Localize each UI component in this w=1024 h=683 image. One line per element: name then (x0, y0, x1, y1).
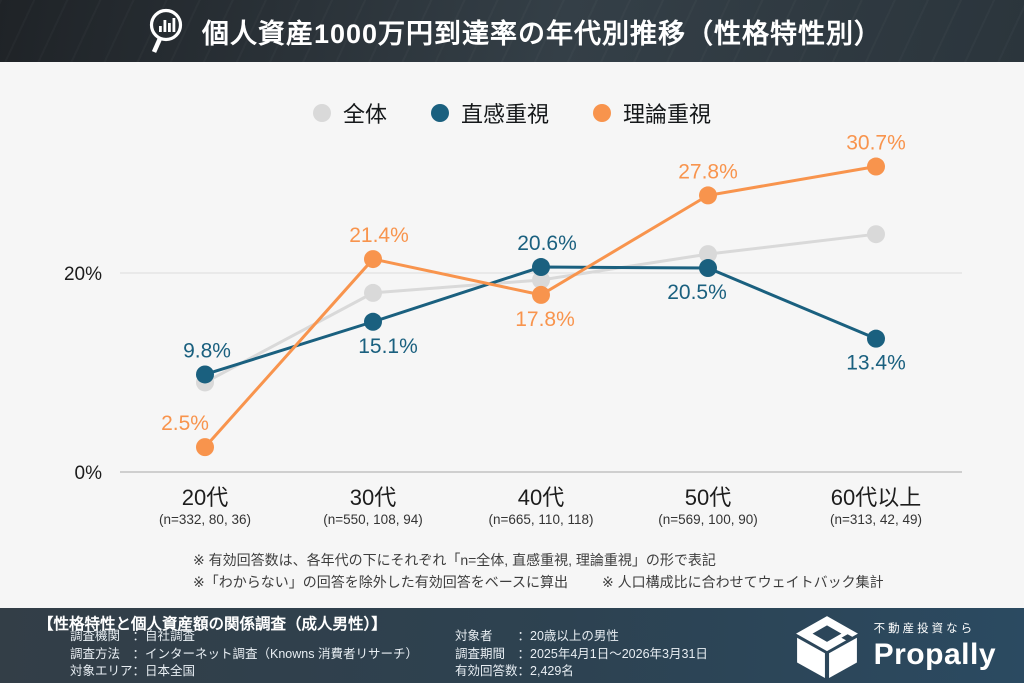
data-label: 30.7% (846, 132, 906, 155)
legend-label: 理論重視 (623, 102, 712, 127)
data-label: 15.1% (358, 335, 418, 358)
footer: 【性格特性と個人資産額の関係調査（成人男性）】 調査機関 ：自社調査 調査方法 … (0, 608, 1024, 683)
legend-item-riron: 理論重視 (593, 97, 711, 129)
survey-row-value: 2025年4月1日～2026年3月31日 (530, 646, 708, 661)
footnote-line2b: ※ 人口構成比に合わせてウェイトバック集計 (602, 574, 884, 590)
line-chart: 0% 20% 9.8% 15.1% 20.6% 20.5% 13.4% 2.5% 21.4% 17… (64, 132, 962, 527)
logo-tagline: 不動産投資なら (873, 622, 976, 635)
data-point-理論重視 (364, 250, 382, 269)
survey-row-label: 対象エリア： (70, 664, 146, 678)
legend-marker-riron-icon (593, 104, 611, 122)
x-tick-n-label: (n=569, 100, 90) (658, 512, 757, 527)
propally-cube-icon (795, 616, 858, 678)
data-label: 21.4% (349, 224, 409, 247)
x-tick-n-label: (n=665, 110, 118) (489, 512, 594, 527)
series-line-理論重視 (203, 165, 877, 449)
y-tick-label: 0% (75, 463, 103, 484)
survey-row: 調査期間 ：2025年4月1日～2026年3月31日 (455, 646, 708, 664)
magnifier-bar-chart-icon (149, 8, 183, 53)
survey-details-left: 調査機関 ：自社調査 調査方法 ：インターネット調査（Knowns 消費者リサー… (70, 628, 418, 681)
data-point-直感重視 (699, 259, 717, 278)
data-label: 13.4% (846, 352, 906, 375)
survey-row-label: 調査方法 ： (70, 646, 146, 661)
x-tick-label: 30代 (350, 485, 396, 510)
data-point-直感重視 (532, 258, 550, 277)
page-title: 個人資産1000万円到達率の年代別推移（性格特性別） (201, 18, 883, 49)
data-label: 2.5% (161, 412, 209, 435)
survey-row-value: 20歳以上の男性 (530, 629, 619, 643)
data-point-直感重視 (364, 312, 382, 331)
footnote-line2a: ※「わからない」の回答を除外した有効回答をベースに算出 (193, 574, 569, 590)
data-point-直感重視 (867, 329, 885, 348)
survey-row: 調査方法 ：インターネット調査（Knowns 消費者リサーチ） (70, 646, 418, 664)
legend-label: 全体 (342, 102, 387, 127)
footnotes: ※ 有効回答数は、各年代の下にそれぞれ「n=全体, 直感重視, 理論重視」の形で… (193, 549, 884, 593)
survey-row: 調査機関 ：自社調査 (70, 628, 418, 646)
survey-row-value: 2,429名 (530, 664, 574, 678)
data-label: 9.8% (183, 339, 231, 362)
survey-row-label: 対象者 ： (455, 629, 531, 643)
x-tick-label: 50代 (685, 485, 731, 510)
legend-item-chokkan: 直感重視 (430, 97, 549, 129)
survey-row: 有効回答数：2,429名 (455, 663, 708, 681)
x-tick-label: 60代以上 (831, 485, 921, 510)
x-tick-n-label: (n=313, 42, 49) (830, 512, 922, 527)
survey-row-label: 調査期間 ： (455, 646, 531, 661)
data-point-直感重視 (196, 365, 214, 384)
data-point-全体 (867, 225, 885, 244)
data-label: 20.6% (517, 232, 577, 255)
data-point-全体 (532, 270, 550, 289)
x-tick-n-label: (n=332, 80, 36) (159, 512, 251, 527)
chart-legend: 全体 直感重視 理論重視 (0, 96, 1024, 130)
propally-logo-text: 不動産投資なら Propally (874, 623, 996, 672)
footnote-line1: ※ 有効回答数は、各年代の下にそれぞれ「n=全体, 直感重視, 理論重視」の形で… (193, 552, 716, 568)
propally-logo: 不動産投資なら Propally (794, 616, 996, 678)
x-tick-label: 20代 (182, 485, 228, 510)
survey-row-label: 有効回答数： (455, 664, 531, 678)
survey-row: 対象者 ：20歳以上の男性 (455, 628, 708, 646)
data-point-全体 (699, 245, 717, 264)
survey-row: 対象エリア：日本全国 (70, 663, 418, 681)
survey-details-right: 対象者 ：20歳以上の男性 調査期間 ：2025年4月1日～2026年3月31日… (455, 628, 708, 681)
x-tick-n-label: (n=550, 108, 94) (323, 512, 422, 527)
legend-item-zentai: 全体 (312, 97, 387, 129)
survey-title: 【性格特性と個人資産額の関係調査（成人男性）】 (38, 616, 387, 633)
header: 個人資産1000万円到達率の年代別推移（性格特性別） (0, 0, 1024, 62)
x-tick-label: 40代 (518, 485, 564, 510)
data-point-理論重視 (532, 285, 550, 304)
data-point-理論重視 (699, 186, 717, 205)
legend-marker-zentai-icon (312, 104, 331, 122)
legend-marker-chokkan-icon (430, 104, 449, 122)
data-point-全体 (364, 283, 382, 302)
survey-row-value: インターネット調査（Knowns 消費者リサーチ） (145, 646, 418, 661)
data-label: 17.8% (515, 308, 575, 331)
data-point-理論重視 (867, 157, 885, 176)
y-tick-label: 20% (64, 264, 102, 285)
data-label: 27.8% (678, 160, 738, 183)
survey-row-value: 日本全国 (145, 664, 196, 678)
survey-row-value: 自社調査 (145, 629, 196, 643)
logo-brand: Propally (873, 638, 996, 672)
data-label: 20.5% (667, 281, 727, 304)
data-point-理論重視 (196, 438, 214, 457)
survey-row-label: 調査機関 ： (70, 629, 146, 643)
legend-label: 直感重視 (460, 102, 549, 127)
